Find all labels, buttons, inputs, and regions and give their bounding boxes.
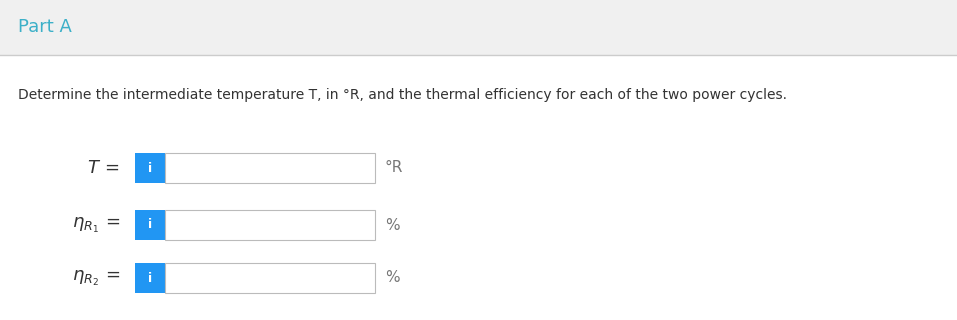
Bar — [135, 210, 165, 240]
Text: $\eta_{R_1}\,=$: $\eta_{R_1}\,=$ — [72, 215, 120, 235]
Text: Determine the intermediate temperature T, in °R, and the thermal efficiency for : Determine the intermediate temperature T… — [18, 88, 787, 102]
Text: i: i — [148, 162, 152, 174]
Bar — [165, 210, 375, 240]
Text: %: % — [385, 218, 400, 233]
Text: i: i — [148, 271, 152, 284]
Bar — [135, 153, 165, 183]
Text: %: % — [385, 270, 400, 285]
Bar — [0, 0, 957, 55]
Bar — [135, 263, 165, 293]
Text: $T\,=$: $T\,=$ — [87, 159, 120, 177]
Bar — [165, 153, 375, 183]
Text: °R: °R — [385, 161, 403, 175]
Text: i: i — [148, 219, 152, 231]
Text: $\eta_{R_2}\,=$: $\eta_{R_2}\,=$ — [72, 268, 120, 288]
Bar — [165, 263, 375, 293]
Text: Part A: Part A — [18, 19, 72, 36]
